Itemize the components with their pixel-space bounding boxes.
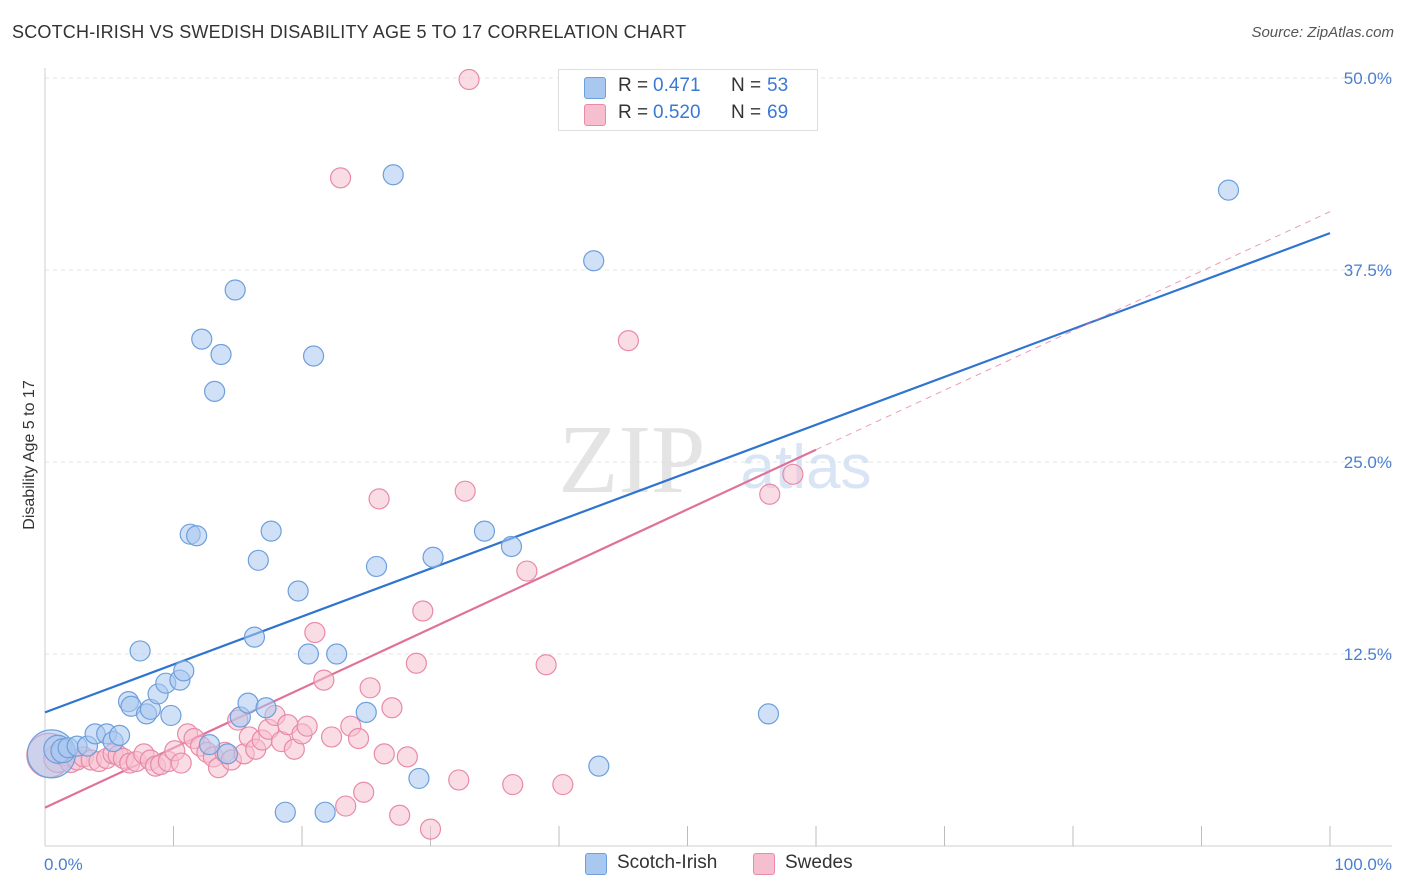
- y-tick-label: 50.0%: [1344, 69, 1392, 88]
- scotch-irish-point: [1217, 179, 1240, 201]
- swedes-point: [335, 795, 357, 817]
- swedes-point: [347, 727, 370, 750]
- scotch-irish-point: [302, 345, 325, 367]
- swedes-point: [458, 68, 480, 91]
- swedes-point: [535, 654, 557, 676]
- gridlines: [45, 77, 1392, 655]
- scotch-irish-point: [247, 549, 269, 571]
- swedes-point: [448, 769, 470, 791]
- scotch-irish-point: [355, 701, 377, 723]
- axes: [44, 68, 1392, 847]
- legend-n-value: 53: [767, 75, 789, 96]
- x-tick-label: 0.0%: [44, 855, 83, 874]
- swedes-point: [296, 715, 318, 737]
- scotch-irish-point: [243, 626, 266, 648]
- swedes-point: [502, 773, 524, 796]
- scotch-irish-point: [365, 555, 388, 578]
- swedes-trend-line: [44, 448, 817, 809]
- y-tick-label: 37.5%: [1344, 261, 1392, 280]
- swedes-point: [381, 697, 403, 719]
- swedes-point: [368, 488, 390, 510]
- scotch-irish-point: [583, 250, 605, 272]
- scotch-irish-point: [408, 767, 430, 790]
- swedes-point: [396, 746, 418, 768]
- scotch-irish-point: [473, 520, 496, 542]
- y-axis-label: Disability Age 5 to 17: [21, 380, 38, 530]
- legend-swatch-pink: [584, 104, 606, 126]
- scotch-irish-point: [500, 535, 523, 558]
- watermark-zip: ZIP: [559, 406, 706, 514]
- swedes-point: [329, 167, 352, 189]
- scotch-irish-point: [210, 343, 232, 366]
- scotch-irish-point: [422, 546, 444, 568]
- scotch-irish-point: [191, 328, 213, 350]
- scotch-irish-point: [173, 660, 195, 682]
- scotch-irish-point: [274, 801, 296, 823]
- legend-n-value: 69: [767, 102, 789, 123]
- legend-swatch-blue: [584, 77, 606, 99]
- swedes-point: [759, 483, 781, 505]
- swedes-point: [405, 652, 427, 674]
- swedes-point: [320, 726, 343, 748]
- legend-n-label: N =: [731, 75, 762, 96]
- swedes-trend-extension: [815, 211, 1331, 451]
- swedes-point: [373, 743, 395, 765]
- scotch-irish-point: [260, 520, 282, 542]
- legend-r-label: R =: [618, 75, 649, 96]
- scotch-irish-point: [186, 525, 208, 547]
- bottom-legend-swatch-pink: [753, 853, 775, 875]
- swedes-point: [389, 804, 411, 826]
- scotch-irish-point: [757, 703, 780, 725]
- swedes-point: [170, 752, 192, 774]
- swedes-point: [782, 463, 804, 485]
- scotch-irish-point: [326, 643, 348, 665]
- scotch-irish-point: [204, 380, 226, 402]
- scotch-irish-point: [224, 279, 246, 301]
- scotch-irish-trend-line: [44, 232, 1331, 714]
- scotch-irish-point: [297, 643, 320, 665]
- swedes-point: [454, 480, 476, 502]
- swedes-point: [552, 773, 574, 796]
- swedes-point: [359, 677, 381, 699]
- bottom-legend-label: Scotch-Irish: [617, 852, 718, 873]
- x-tick-label: 100.0%: [1334, 855, 1392, 874]
- y-tick-label: 12.5%: [1344, 645, 1392, 664]
- scotch-irish-point: [129, 640, 151, 662]
- y-tick-label: 25.0%: [1344, 453, 1392, 472]
- scotch-irish-point: [160, 704, 182, 727]
- scotch-irish-point: [314, 801, 336, 823]
- scotch-irish-point: [108, 724, 131, 747]
- swedes-point: [516, 560, 538, 582]
- swedes-point: [412, 600, 434, 622]
- chart-title: SCOTCH-IRISH VS SWEDISH DISABILITY AGE 5…: [12, 22, 687, 42]
- legend-n-label: N =: [731, 102, 762, 123]
- legend-r-value: 0.520: [653, 102, 701, 123]
- swedes-point: [313, 669, 335, 691]
- legend-r-value: 0.471: [653, 75, 701, 96]
- swedes-point: [419, 818, 442, 840]
- scotch-irish-point: [287, 580, 309, 602]
- scotch-irish-point: [382, 164, 404, 186]
- scotch-irish-point: [588, 755, 610, 777]
- swedes-point: [617, 330, 639, 352]
- scotch-irish-point: [198, 734, 221, 756]
- scotch-irish-point: [255, 697, 277, 719]
- scotch-irish-point: [216, 743, 239, 765]
- bottom-legend-label: Swedes: [785, 852, 853, 873]
- bottom-legend-swatch-blue: [585, 853, 607, 875]
- legend: R = 0.471 N = 53 R = 0.520 N = 69: [558, 69, 818, 131]
- scotch-irish-point: [237, 692, 259, 714]
- swedes-point: [353, 781, 375, 803]
- legend-r-label: R =: [618, 102, 649, 123]
- swedes-point: [304, 621, 326, 644]
- chart-source: Source: ZipAtlas.com: [1251, 24, 1394, 41]
- axis-labels: 12.5% 25.0% 37.5% 50.0% 0.0% 100.0%: [44, 69, 1392, 874]
